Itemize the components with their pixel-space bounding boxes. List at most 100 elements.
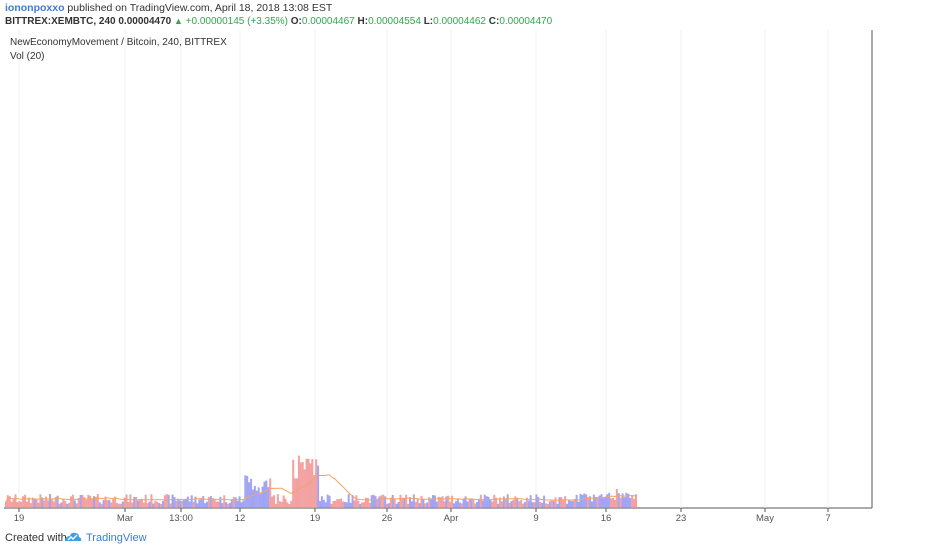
created-with-text: Created with bbox=[5, 532, 67, 544]
volume-bar bbox=[50, 499, 53, 508]
volume-bar bbox=[81, 495, 84, 508]
volume-bar bbox=[33, 499, 36, 508]
volume-bar bbox=[569, 500, 572, 508]
volume-bar bbox=[236, 500, 239, 508]
high-label: H: bbox=[357, 16, 369, 27]
volume-bar bbox=[474, 503, 477, 508]
volume-bar bbox=[121, 501, 124, 508]
volume-bar bbox=[94, 496, 97, 508]
x-tick-label: Mar bbox=[117, 513, 133, 524]
volume-bar bbox=[336, 499, 339, 508]
volume-bar bbox=[341, 501, 344, 508]
volume-bar bbox=[587, 497, 590, 508]
volume-bar bbox=[458, 502, 461, 508]
volume-bar bbox=[228, 502, 231, 508]
x-tick-label: 12 bbox=[235, 513, 246, 524]
volume-bar bbox=[621, 493, 624, 508]
volume-bar bbox=[96, 494, 99, 508]
volume-bar bbox=[29, 503, 32, 508]
volume-bar bbox=[288, 503, 291, 508]
volume-bar bbox=[380, 495, 383, 508]
volume-bar bbox=[79, 494, 82, 508]
volume-bar bbox=[527, 500, 530, 508]
volume-bar bbox=[259, 493, 262, 508]
volume-bar bbox=[77, 497, 80, 508]
volume-bar bbox=[133, 496, 136, 508]
volume-bar bbox=[556, 503, 559, 508]
x-tick-label: 9 bbox=[533, 513, 538, 524]
volume-bar bbox=[188, 501, 191, 508]
volume-bar bbox=[248, 482, 251, 508]
volume-bar bbox=[472, 498, 475, 508]
volume-bar bbox=[58, 503, 61, 508]
volume-bar bbox=[485, 496, 488, 508]
volume-bar bbox=[319, 501, 321, 508]
volume-bar bbox=[273, 495, 276, 508]
volume-bar bbox=[234, 497, 237, 508]
volume-bar bbox=[508, 502, 511, 508]
volume-bar bbox=[221, 503, 224, 508]
volume-bar bbox=[613, 499, 616, 508]
volume-bar bbox=[585, 494, 588, 508]
volume-bar bbox=[181, 500, 184, 508]
tradingview-brand[interactable]: TradingView bbox=[86, 532, 147, 544]
volume-bar bbox=[108, 499, 111, 508]
volume-bar bbox=[378, 496, 381, 508]
volume-bar bbox=[514, 496, 517, 508]
close-label: C: bbox=[488, 16, 500, 27]
volume-bar bbox=[456, 498, 459, 508]
volume-bar bbox=[338, 499, 341, 508]
x-tick-label: 13:00 bbox=[169, 513, 193, 524]
chart-panel[interactable]: 0.000058000.000056000.000054000.00005000… bbox=[4, 30, 928, 525]
published-text: published on TradingView.com, April 18, … bbox=[67, 2, 333, 14]
volume-bar bbox=[66, 503, 69, 508]
volume-bar bbox=[204, 503, 207, 508]
volume-bar bbox=[14, 494, 17, 508]
x-tick-label: 23 bbox=[676, 513, 687, 524]
volume-bar bbox=[635, 494, 637, 508]
volume-bar bbox=[125, 494, 128, 508]
volume-bar bbox=[386, 503, 389, 508]
volume-bar bbox=[48, 494, 51, 508]
volume-bar bbox=[292, 459, 295, 508]
volume-bar bbox=[441, 496, 444, 508]
volume-bar bbox=[522, 503, 525, 508]
volume-bar bbox=[579, 493, 582, 508]
volume-bar bbox=[548, 501, 551, 508]
volume-bar bbox=[600, 494, 603, 508]
volume-bar bbox=[255, 490, 258, 508]
volume-bar bbox=[123, 497, 126, 508]
volume-bar bbox=[52, 501, 55, 508]
up-arrow-icon: ▲ bbox=[173, 16, 183, 26]
volume-bar bbox=[470, 498, 473, 508]
volume-bar bbox=[596, 497, 599, 508]
volume-bar bbox=[85, 499, 88, 508]
volume-bar bbox=[301, 462, 304, 508]
volume-bar bbox=[387, 503, 390, 508]
volume-bar bbox=[531, 502, 534, 508]
volume-bar bbox=[137, 500, 140, 508]
volume-bar bbox=[608, 492, 611, 508]
volume-bar bbox=[610, 498, 613, 508]
volume-bar bbox=[54, 497, 57, 508]
volume-bar bbox=[93, 496, 96, 508]
volume-bar bbox=[384, 496, 387, 508]
volume-bar bbox=[518, 501, 521, 508]
volume-bar bbox=[368, 502, 371, 508]
volume-bar bbox=[144, 494, 147, 508]
volume-bar bbox=[89, 495, 92, 508]
volume-bar bbox=[68, 502, 71, 508]
volume-bar bbox=[127, 501, 130, 508]
volume-bar bbox=[171, 494, 174, 508]
volume-bar bbox=[370, 495, 373, 508]
volume-bar bbox=[163, 495, 166, 508]
price-chart[interactable]: 0.000058000.000056000.000054000.00005000… bbox=[4, 30, 928, 525]
x-tick-label: 19 bbox=[14, 513, 25, 524]
volume-bar bbox=[629, 497, 632, 508]
volume-bar bbox=[35, 499, 38, 508]
volume-bar bbox=[115, 502, 118, 508]
volume-bar bbox=[497, 503, 500, 508]
volume-bar bbox=[142, 502, 145, 508]
volume-bar bbox=[250, 478, 253, 508]
author-link[interactable]: iononpoxxo bbox=[5, 2, 65, 14]
